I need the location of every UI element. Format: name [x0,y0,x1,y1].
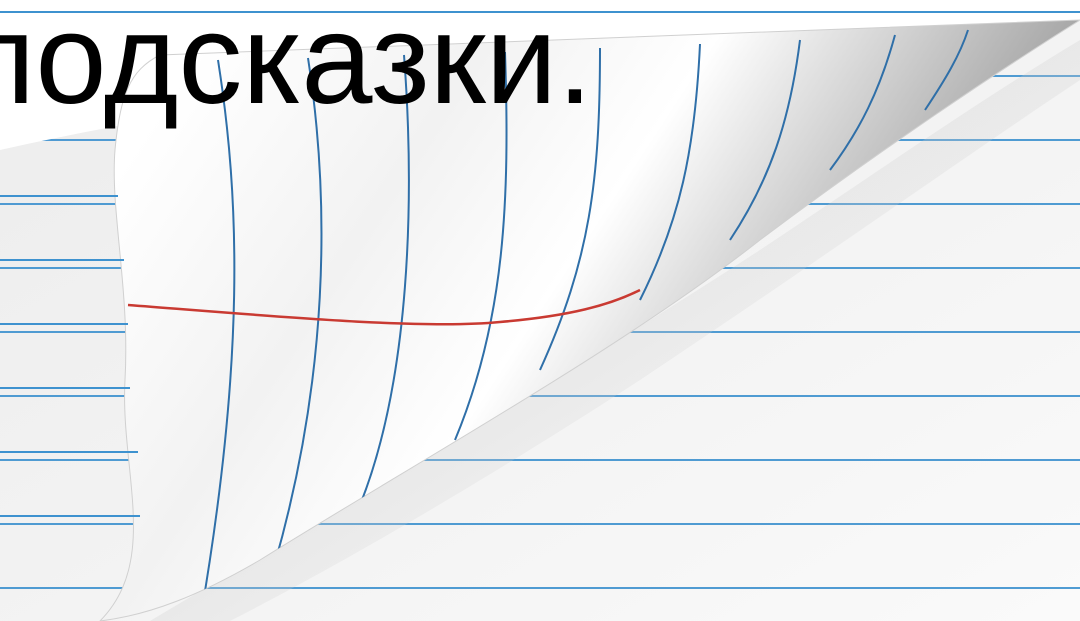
left-edge-lines [0,195,140,517]
slide-caption: подсказки. [0,0,593,131]
curled-page [99,19,1080,621]
margin-line [127,288,641,326]
curl-ruled-lines [199,29,969,621]
